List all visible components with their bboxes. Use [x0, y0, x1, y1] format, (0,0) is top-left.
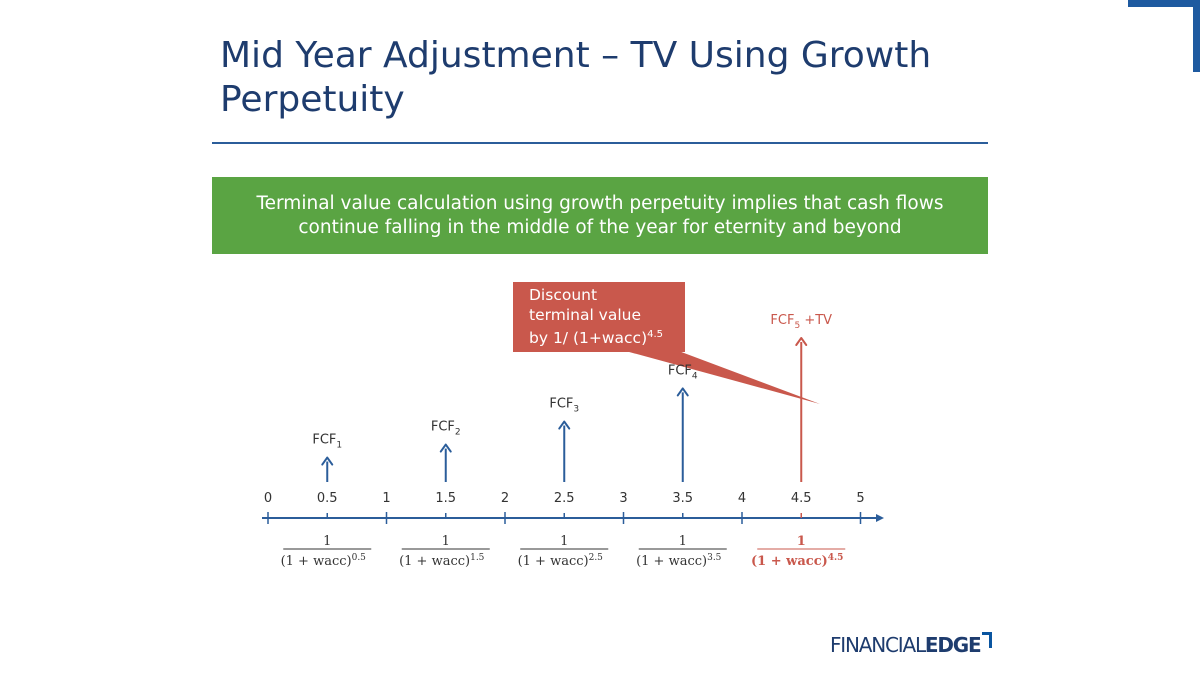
- callout-pointer: [600, 344, 820, 404]
- summary-text: Terminal value calculation using growth …: [256, 192, 944, 238]
- discount-denominator-5: (1 + wacc)4.5: [751, 553, 843, 569]
- callout-line-2: terminal value: [529, 306, 642, 324]
- discount-numerator-4: 1: [679, 534, 687, 549]
- mid-year-label-2.5: 2.5: [554, 491, 575, 506]
- logo-text-light: FINANCIAL: [830, 633, 926, 657]
- callout-exponent: 4.5: [647, 329, 664, 340]
- discount-denominator-3: (1 + wacc)2.5: [518, 553, 604, 569]
- discount-numerator-1: 1: [323, 534, 331, 549]
- discount-numerator-3: 1: [560, 534, 568, 549]
- year-label-2: 2: [501, 491, 509, 506]
- financial-edge-logo: FINANCIALEDGE: [830, 632, 993, 657]
- cash-flow-arrow-head-4: [676, 387, 689, 397]
- cash-flow-label-2: FCF2: [431, 420, 461, 438]
- year-label-5: 5: [856, 491, 864, 506]
- year-label-3: 3: [619, 491, 627, 506]
- cash-flow-label-3: FCF3: [549, 397, 579, 415]
- mid-year-label-0.5: 0.5: [317, 491, 338, 506]
- cash-flow-label-1: FCF1: [312, 433, 342, 451]
- discount-numerator-2: 1: [442, 534, 450, 549]
- callout-line-3: by 1/ (1+wacc)4.5: [529, 325, 685, 348]
- discount-denominator-4: (1 + wacc)3.5: [636, 553, 722, 569]
- summary-banner: Terminal value calculation using growth …: [212, 177, 988, 254]
- year-label-1: 1: [382, 491, 390, 506]
- discount-numerator-5: 1: [797, 534, 806, 549]
- discount-callout: Discount terminal value by 1/ (1+wacc)4.…: [513, 282, 685, 352]
- page-title: Mid Year Adjustment – TV Using Growth Pe…: [220, 35, 932, 120]
- discount-denominator-2: (1 + wacc)1.5: [399, 553, 485, 569]
- cash-flow-arrow-head-1: [321, 456, 334, 466]
- timeline-arrow-head: [876, 514, 884, 522]
- cash-flow-arrow-head-5: [795, 337, 808, 346]
- cash-flow-arrow-head-2: [439, 443, 452, 453]
- logo-text-bold: EDGE: [924, 633, 982, 657]
- mid-year-label-3.5: 3.5: [672, 491, 693, 506]
- cash-flow-arrow-head-3: [558, 420, 571, 430]
- year-label-0: 0: [264, 491, 272, 506]
- logo-mark-icon: [982, 632, 993, 648]
- callout-line-1: Discount: [529, 286, 598, 304]
- discount-denominator-1: (1 + wacc)0.5: [281, 553, 367, 569]
- mid-year-label-1.5: 1.5: [435, 491, 456, 506]
- callout-prefix: by 1/ (1+wacc): [529, 329, 648, 347]
- title-divider: [212, 142, 988, 144]
- cash-flow-label-5: FCF5 +TV: [770, 313, 832, 331]
- year-label-4: 4: [738, 491, 746, 506]
- mid-year-label-4.5: 4.5: [791, 491, 812, 506]
- cash-flow-label-4: FCF4: [668, 363, 698, 381]
